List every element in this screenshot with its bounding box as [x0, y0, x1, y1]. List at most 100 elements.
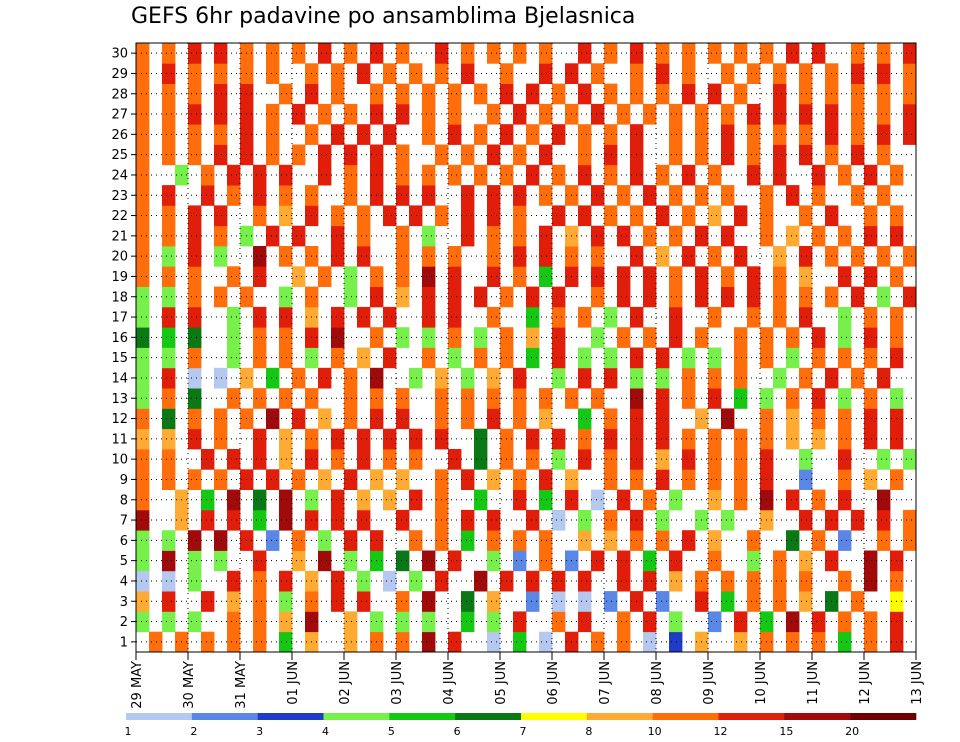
heatmap-cell [526, 306, 540, 328]
heatmap-cell [708, 449, 722, 470]
x-tick-label: 30 MAY [182, 661, 197, 709]
heatmap-cell [331, 570, 345, 592]
heatmap-cell [318, 408, 332, 430]
heatmap-cell [396, 103, 410, 125]
heatmap-cell [864, 164, 878, 186]
heatmap-cell [578, 611, 592, 633]
heatmap-cell [539, 103, 553, 125]
heatmap-cell [214, 225, 228, 247]
heatmap-cell [877, 530, 891, 551]
heatmap-cell [838, 388, 852, 409]
heatmap-cell [162, 43, 176, 64]
heatmap-cell [331, 246, 345, 267]
heatmap-cell [227, 306, 241, 328]
heatmap-cell [474, 449, 488, 470]
heatmap-cell [539, 469, 553, 490]
heatmap-cell [344, 408, 358, 430]
heatmap-cell [851, 185, 865, 206]
heatmap-cell [682, 388, 696, 409]
heatmap-cell [721, 509, 735, 531]
heatmap-cell [812, 327, 826, 348]
heatmap-cell [136, 205, 150, 227]
y-tick-label: 23 [111, 189, 128, 204]
heatmap-cell [331, 489, 345, 511]
heatmap-cell [838, 611, 852, 633]
heatmap-cell [656, 530, 670, 551]
heatmap-cell [721, 266, 735, 287]
heatmap-cell [409, 205, 423, 227]
heatmap-cell [669, 631, 683, 653]
heatmap-cell [747, 306, 761, 328]
heatmap-cell [253, 185, 267, 206]
heatmap-cell [396, 246, 410, 267]
heatmap-cell [656, 367, 670, 389]
heatmap-cell [682, 449, 696, 470]
heatmap-cell [773, 306, 787, 328]
heatmap-cell [669, 266, 683, 287]
heatmap-cell [188, 43, 202, 64]
heatmap-cell [513, 631, 527, 653]
heatmap-cell [253, 164, 267, 186]
heatmap-cell [461, 469, 475, 490]
heatmap-cell [357, 306, 371, 328]
heatmap-cell [474, 124, 488, 145]
heatmap-cell [188, 428, 202, 450]
x-tick-label: 01 JUN [286, 661, 301, 705]
heatmap-cell [188, 530, 202, 551]
x-tick-label: 31 MAY [234, 661, 249, 709]
heatmap-cell [344, 367, 358, 389]
y-tick-label: 1 [120, 635, 128, 650]
heatmap-cell [253, 550, 267, 572]
heatmap-cell [279, 591, 293, 612]
heatmap-cell [162, 570, 176, 592]
y-tick-label: 14 [111, 371, 128, 386]
heatmap-cell [487, 266, 501, 287]
heatmap-cell [487, 225, 501, 247]
heatmap-cell [773, 164, 787, 186]
heatmap-cell [513, 469, 527, 490]
heatmap-cell [773, 63, 787, 84]
heatmap-cell [422, 286, 436, 308]
heatmap-cell [786, 388, 800, 409]
heatmap-cell [903, 83, 917, 105]
legend-swatch [323, 713, 390, 720]
heatmap-cell [383, 570, 397, 592]
heatmap-cell [461, 205, 475, 227]
heatmap-cell [513, 388, 527, 409]
heatmap-cell [487, 550, 501, 572]
x-tick-label: 06 JUN [546, 661, 561, 705]
heatmap-cell [812, 631, 826, 653]
heatmap-cell [578, 144, 592, 166]
heatmap-cell [864, 550, 878, 572]
heatmap-cell [799, 144, 813, 166]
heatmap-cell [487, 388, 501, 409]
heatmap-cell [812, 225, 826, 247]
heatmap-cell [656, 591, 670, 612]
heatmap-cell [227, 266, 241, 287]
y-axis-ticks: 1234567891011121314151617181920212223242… [111, 47, 136, 650]
heatmap-cell [253, 570, 267, 592]
heatmap-cell [747, 124, 761, 145]
heatmap-cell [318, 43, 332, 64]
heatmap-cell [838, 347, 852, 369]
heatmap-cell [539, 550, 553, 572]
heatmap-cell [578, 164, 592, 186]
legend-swatch [718, 713, 785, 720]
heatmap-cell [786, 530, 800, 551]
heatmap-cell [721, 591, 735, 612]
heatmap-cell [344, 164, 358, 186]
heatmap-cell [669, 306, 683, 328]
heatmap-cell [513, 550, 527, 572]
heatmap-cell [552, 611, 566, 633]
heatmap-cell [656, 63, 670, 84]
heatmap-cell [383, 205, 397, 227]
heatmap-cell [136, 489, 150, 511]
heatmap-cell [903, 286, 917, 308]
heatmap-cell [851, 63, 865, 84]
heatmap-cell [292, 367, 306, 389]
heatmap-cell [669, 124, 683, 145]
heatmap-cell [656, 347, 670, 369]
heatmap-cell [162, 185, 176, 206]
heatmap-cell [448, 631, 462, 653]
heatmap-cell [279, 306, 293, 328]
